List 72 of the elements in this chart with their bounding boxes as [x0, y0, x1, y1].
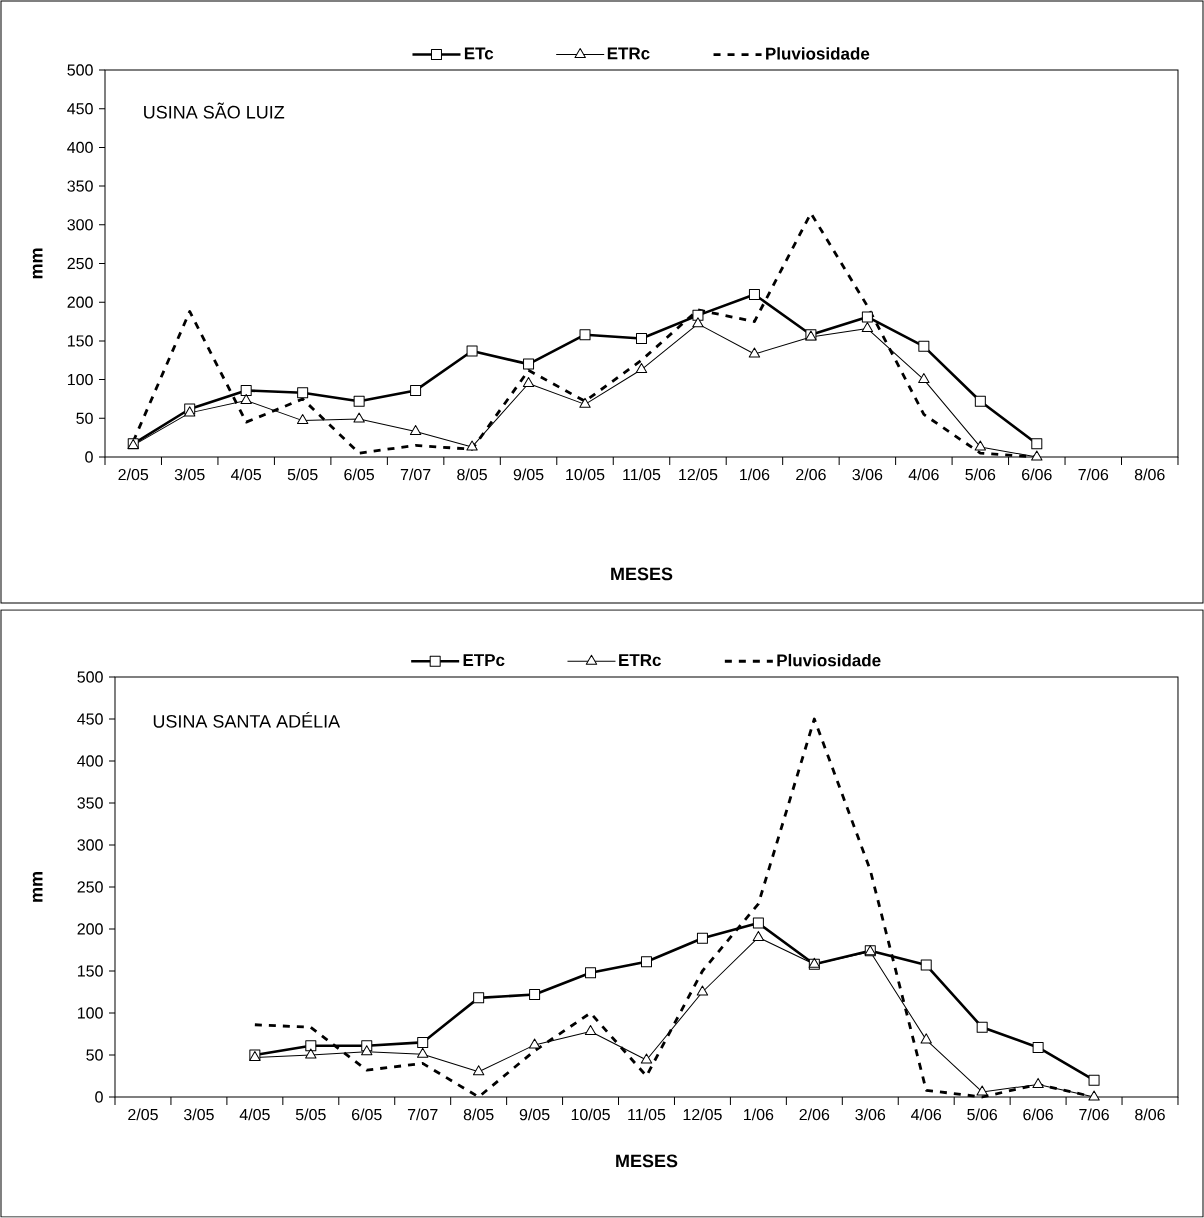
- x-tick-label: 7/07: [400, 468, 431, 481]
- x-tick-label: 2/05: [128, 1108, 158, 1121]
- x-tick-label: 3/05: [174, 468, 205, 481]
- y-tick-label: 300: [67, 219, 93, 231]
- x-tick-label: 4/06: [908, 468, 939, 481]
- x-tick-label: 8/06: [1134, 468, 1165, 481]
- y-tick-label: 500: [67, 64, 93, 76]
- y-tick-label: 450: [77, 713, 103, 725]
- x-tick-label: 2/06: [796, 468, 826, 481]
- y-tick-label: 250: [67, 257, 93, 270]
- x-tick-label: 8/05: [457, 468, 487, 481]
- y-axis-title: mm: [32, 248, 43, 279]
- y-tick-label: 500: [77, 671, 103, 683]
- x-tick-label: 12/05: [683, 1108, 722, 1121]
- x-tick-label: 7/06: [1079, 1108, 1109, 1121]
- y-tick-label: 0: [95, 1091, 103, 1103]
- x-tick-label: 3/06: [855, 1108, 886, 1121]
- x-tick-label: 6/06: [1022, 468, 1052, 481]
- legend-label: Pluviosidade: [777, 653, 881, 667]
- y-tick-label: 450: [67, 103, 93, 115]
- x-tick-label: 9/05: [519, 1108, 550, 1121]
- x-tick-label: 8/05: [463, 1108, 494, 1121]
- x-tick-label: 11/05: [628, 1108, 666, 1121]
- x-tick-label: 2/05: [118, 468, 149, 481]
- x-tick-label: 12/05: [679, 468, 718, 481]
- annotation: USINA SANTA ADÉLIA: [153, 711, 341, 728]
- y-tick-label: 50: [86, 1049, 103, 1061]
- x-tick-label: 6/05: [352, 1108, 382, 1121]
- y-tick-label: 200: [67, 296, 93, 308]
- x-axis-title: MESES: [611, 567, 673, 581]
- x-tick-label: 8/06: [1135, 1108, 1165, 1121]
- x-tick-label: 10/05: [571, 1108, 610, 1121]
- x-axis-title: MESES: [616, 1154, 678, 1168]
- y-tick-label: 150: [67, 335, 93, 347]
- y-tick-label: 100: [67, 373, 93, 386]
- y-axis-title: mm: [32, 872, 43, 902]
- y-tick-label: 250: [77, 881, 103, 893]
- y-tick-label: 100: [77, 1007, 103, 1019]
- x-tick-label: 7/06: [1078, 468, 1109, 481]
- x-tick-label: 3/06: [852, 468, 883, 481]
- y-tick-label: 400: [67, 141, 93, 154]
- x-tick-label: 5/06: [967, 1108, 998, 1121]
- legend-label: ETc: [464, 47, 494, 60]
- x-tick-label: 6/05: [344, 468, 375, 481]
- legend-label: ETRc: [607, 47, 650, 60]
- y-tick-label: 350: [77, 797, 103, 809]
- y-tick-label: 400: [77, 755, 103, 767]
- y-tick-label: 300: [77, 839, 103, 851]
- y-tick-label: 200: [77, 923, 103, 935]
- x-tick-label: 5/05: [295, 1108, 326, 1121]
- x-tick-label: 1/06: [740, 468, 770, 481]
- x-tick-label: 5/05: [287, 468, 318, 481]
- y-tick-label: 350: [67, 180, 93, 192]
- legend-label: ETPc: [463, 654, 505, 667]
- y-tick-label: 150: [77, 965, 103, 977]
- x-tick-label: 5/06: [965, 468, 996, 481]
- x-tick-label: 4/06: [911, 1108, 942, 1121]
- x-tick-label: 7/07: [407, 1108, 438, 1121]
- x-tick-label: 3/05: [183, 1108, 214, 1121]
- x-tick-label: 9/05: [513, 468, 544, 481]
- x-tick-label: 1/06: [744, 1108, 774, 1121]
- legend-label: ETRc: [619, 654, 661, 667]
- x-tick-label: 4/05: [239, 1108, 270, 1121]
- legend-label: Pluviosidade: [766, 47, 870, 60]
- x-tick-label: 6/06: [1023, 1108, 1053, 1121]
- x-tick-label: 10/05: [566, 468, 605, 481]
- x-tick-label: 2/06: [799, 1108, 830, 1121]
- y-tick-label: 0: [85, 451, 93, 463]
- x-tick-label: 11/05: [623, 468, 661, 481]
- y-tick-label: 50: [76, 412, 93, 424]
- annotation: USINA SÃO LUIZ: [144, 102, 285, 119]
- x-tick-label: 4/05: [230, 468, 262, 481]
